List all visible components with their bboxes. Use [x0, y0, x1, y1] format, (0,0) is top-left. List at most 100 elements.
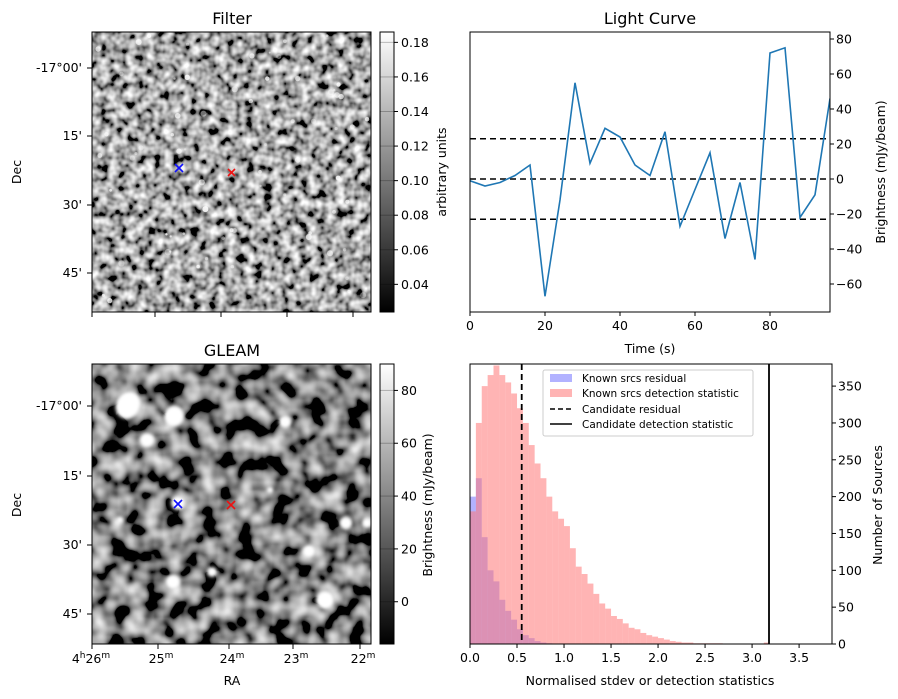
histogram-bar	[528, 445, 535, 644]
gleam-colorbar-gradient	[379, 363, 395, 645]
x-tick-label: 3.0	[742, 650, 762, 665]
noise-speck	[164, 249, 172, 256]
y-tick-label: −40	[836, 242, 862, 257]
x-tick-label: 0	[466, 318, 474, 333]
histogram-bar	[470, 511, 476, 644]
noise-speck	[176, 148, 182, 154]
x-tick-label: 3.5	[789, 650, 809, 665]
noise-speck	[335, 175, 341, 181]
noise-speck	[325, 34, 329, 37]
histogram-bar	[611, 616, 617, 644]
dec-tick-label: 30'	[63, 197, 82, 212]
histogram-axes: 0.0 0.5 1.0 1.5 2.0 2.5 3.0 3.5 0 50 100 150 200 250 3…	[460, 379, 862, 665]
x-tick-label: 2.0	[648, 650, 668, 665]
histogram-bar	[628, 627, 635, 644]
filter-title: Filter	[212, 9, 252, 28]
light-curve-frame	[469, 31, 831, 313]
colorbar-tick-label: 0.06	[401, 242, 429, 257]
gleam-source	[115, 391, 141, 419]
dec-tick-label: -17°00'	[36, 398, 82, 413]
filter-bright-spots	[95, 33, 370, 304]
noise-speck	[170, 133, 174, 137]
y-tick-label: 80	[836, 32, 852, 47]
noise-speck	[332, 210, 336, 214]
histogram-legend: Known srcs residual Known srcs detection…	[542, 369, 754, 437]
gleam-ra-axis: 4h26m 25m 24m 23m 22m RA	[72, 644, 376, 688]
noise-speck	[118, 260, 125, 267]
ra-tick-label: 22m	[351, 651, 376, 666]
histogram-bar	[540, 478, 547, 644]
noise-speck	[248, 98, 253, 104]
legend-swatch-residual	[550, 374, 572, 382]
colorbar-tick-label: 0.04	[401, 277, 429, 292]
gleam-source	[267, 487, 273, 493]
histogram-bar	[564, 526, 570, 644]
histogram-bar	[646, 635, 653, 644]
gleam-source	[207, 567, 217, 577]
noise-speck	[295, 76, 301, 82]
colorbar-tick-label: 60	[401, 436, 417, 451]
light-curve-title: Light Curve	[604, 9, 696, 28]
noise-speck	[360, 292, 367, 299]
legend-box	[542, 369, 754, 437]
legend-label: Known srcs residual	[582, 373, 686, 385]
candidate-marker-blue	[173, 499, 183, 509]
gleam-colorbar-ticks: 0 20 40 60 80	[380, 383, 417, 609]
histogram-bar	[663, 639, 670, 644]
y-tick-label: 350	[838, 379, 862, 394]
filter-colorbar-label: arbitrary units	[434, 127, 449, 216]
gleam-source	[316, 591, 334, 609]
histogram-bar	[493, 365, 500, 644]
histogram-bar	[675, 641, 682, 644]
ra-tick-label: 24m	[220, 651, 245, 666]
colorbar-tick-label: 0	[401, 594, 409, 609]
histogram-bar	[587, 583, 594, 644]
noise-speck	[345, 276, 349, 281]
noise-speck	[109, 188, 112, 192]
noise-speck	[196, 264, 200, 269]
y-tick-label: 150	[838, 526, 862, 541]
gleam-sources	[115, 391, 372, 609]
colorbar-tick-label: 0.10	[401, 173, 429, 188]
noise-speck	[294, 157, 301, 163]
histogram-bar	[763, 642, 770, 644]
gleam-source	[340, 517, 352, 529]
gleam-source	[117, 517, 123, 523]
gleam-title: GLEAM	[204, 341, 260, 360]
colorbar-tick-label: 40	[401, 489, 417, 504]
noise-speck	[345, 199, 350, 204]
legend-swatch-detection	[550, 389, 572, 397]
colorbar-tick-label: 0.16	[401, 69, 429, 84]
noise-speck	[334, 126, 338, 131]
gleam-source	[140, 433, 154, 447]
noise-speck	[202, 206, 209, 213]
gleam-panel: GLEAM	[9, 341, 435, 688]
histogram-chart: 0.0 0.5 1.0 1.5 2.0 2.5 3.0 3.5 0 50 100 150 200 250 3…	[460, 363, 885, 688]
x-tick-label: 20	[537, 318, 553, 333]
histogram-xlabel: Normalised stdev or detection statistics	[526, 673, 775, 688]
noise-speck	[101, 293, 105, 297]
noise-speck	[97, 153, 103, 158]
dec-tick-label: 15'	[63, 468, 82, 483]
x-tick-label: 60	[687, 318, 703, 333]
noise-speck	[95, 46, 101, 52]
histogram-bar	[569, 548, 576, 644]
gleam-source	[166, 575, 180, 589]
histogram-bar	[517, 408, 523, 644]
x-tick-label: 0.5	[507, 650, 527, 665]
gleam-source	[303, 545, 315, 557]
noise-speck	[200, 110, 207, 117]
histogram-bar	[481, 386, 488, 644]
histogram-bar	[599, 603, 606, 644]
noise-speck	[129, 155, 135, 161]
legend-label: Candidate residual	[582, 404, 681, 416]
histogram-bar	[616, 618, 623, 644]
noise-speck	[173, 77, 176, 80]
histogram-bar	[640, 632, 647, 644]
light-curve-axes: 0 20 40 60 80 −60 −40 −20 0 20 40 60 80	[466, 32, 862, 334]
noise-speck	[183, 148, 187, 151]
x-tick-label: 80	[762, 318, 778, 333]
colorbar-tick-label: 0.12	[401, 139, 429, 154]
histogram-plot-area	[470, 364, 770, 644]
y-tick-label: 0	[838, 637, 846, 652]
